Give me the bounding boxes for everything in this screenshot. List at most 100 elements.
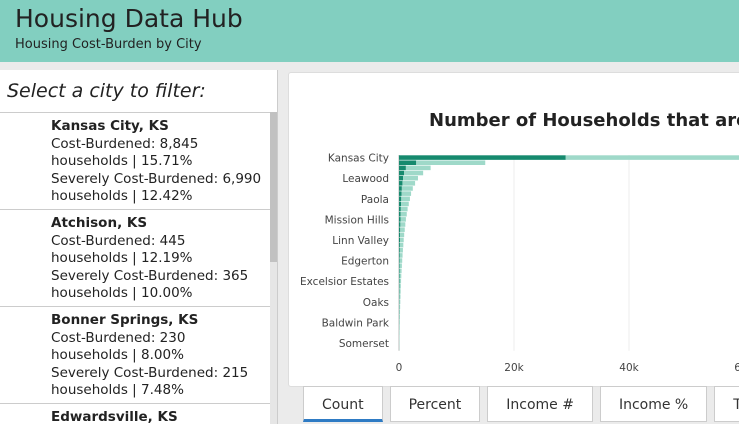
bar-segment (399, 227, 401, 232)
bar-segment (404, 170, 424, 176)
bar-segment (401, 186, 413, 191)
scroll-thumb[interactable] (270, 112, 277, 262)
chart-panel: Number of Households that are Co 0 20k 40k… (288, 72, 739, 387)
bar-segment (399, 248, 403, 253)
cost-burdened: Cost-Burdened: 8,845 households | 15.71% (51, 135, 199, 170)
bar-segment (399, 186, 402, 191)
bar-segment (416, 160, 486, 165)
bar-segment (401, 196, 410, 202)
bar-segment (399, 237, 401, 243)
bar-segment (399, 273, 402, 279)
filter-panel: Select a city to filter: Kansas City, KS… (0, 70, 278, 424)
y-tick-label: Paola (361, 194, 389, 206)
y-tick-label: Oaks (363, 297, 389, 309)
bar-segment (400, 206, 408, 212)
severely-burdened: Severely Cost-Burdened: 6,990 households… (51, 170, 262, 205)
bar-segment (399, 304, 401, 310)
filter-prompt: Select a city to filter: (7, 80, 206, 102)
city-item[interactable]: Edwardsville, KS (0, 404, 270, 424)
bar-segment (399, 191, 402, 196)
y-tick-label: Somerset (339, 338, 389, 350)
bar-segment (399, 196, 402, 202)
bar-segment (399, 309, 401, 315)
city-item[interactable]: Kansas City, KS Cost-Burdened: 8,845 hous… (0, 113, 270, 210)
bar-segment (399, 206, 401, 212)
header: Housing Data Hub Housing Cost-Burden by … (0, 0, 739, 62)
bar-segment (399, 268, 402, 274)
bar-segment (399, 253, 403, 258)
cost-burdened: Cost-Burdened: 230 households | 8.00% (51, 329, 186, 364)
chart-title: Number of Households that are Co (429, 110, 739, 131)
bar-segment (399, 211, 401, 217)
y-tick-label: Kansas City (328, 153, 389, 165)
bar-segment (399, 217, 401, 222)
city-list: Kansas City, KS Cost-Burdened: 8,845 hous… (0, 112, 270, 424)
bar-segment (399, 268, 400, 274)
bar-segment (399, 294, 401, 299)
bar-segment (399, 232, 401, 238)
bar-segment (403, 175, 418, 181)
city-item[interactable]: Atchison, KS Cost-Burdened: 445 household… (0, 210, 270, 307)
y-tick-label: Leawood (342, 173, 389, 185)
bar-segment (399, 165, 406, 171)
bar-segment (401, 201, 409, 207)
x-tick-label: 20k (504, 362, 524, 374)
y-tick-label: Mission Hills (325, 214, 389, 226)
severely-burdened: Severely Cost-Burdened: 365 households |… (51, 267, 249, 302)
app-title: Housing Data Hub (15, 4, 243, 33)
bar-segment (400, 222, 406, 227)
bar-segment (402, 181, 416, 186)
scrollbar[interactable] (270, 112, 277, 424)
y-tick-label: Excelsior Estates (300, 276, 389, 288)
x-tick-label: 60k (734, 362, 739, 374)
bar-segment (399, 258, 403, 263)
y-tick-label: Baldwin Park (322, 317, 390, 329)
bar-segment (399, 325, 400, 330)
cost-burdened: Cost-Burdened: 445 households | 12.19% (51, 232, 193, 267)
bar-segment (399, 263, 400, 268)
bar-segment (399, 278, 402, 284)
tab[interactable]: Count (303, 386, 383, 422)
bar-segment (399, 160, 417, 165)
bar-segment (399, 155, 566, 160)
severely-burdened: Severely Cost-Burdened: 215 households |… (51, 364, 249, 399)
bar-segment (401, 191, 412, 196)
bar-segment (399, 181, 403, 186)
bar-segment (399, 263, 402, 268)
bar-segment (400, 237, 404, 243)
bar-segment (399, 273, 400, 279)
tab[interactable]: Income % (599, 386, 708, 422)
city-name: Atchison, KS (51, 215, 148, 231)
city-name: Kansas City, KS (51, 118, 169, 134)
bar-segment (405, 165, 431, 171)
bar-segment (399, 284, 401, 289)
bar-segment (399, 314, 400, 320)
tab[interactable]: Income # (487, 386, 593, 422)
bar-segment (399, 258, 400, 263)
y-tick-label: Linn Valley (332, 235, 389, 247)
bar-segment (399, 242, 404, 248)
bar-segment (400, 227, 405, 232)
tab[interactable]: Tenure (714, 386, 739, 422)
tab[interactable]: Percent (389, 386, 481, 422)
bar-segment (399, 175, 404, 181)
y-tick-label: Edgerton (341, 256, 389, 268)
city-name: Bonner Springs, KS (51, 312, 199, 328)
bar-segment (400, 232, 405, 238)
city-item[interactable]: Bonner Springs, KS Cost-Burdened: 230 hou… (0, 307, 270, 404)
bar-segment (399, 289, 401, 294)
bar-segment (565, 155, 739, 160)
bar-segment (399, 299, 401, 305)
bar-segment (399, 320, 400, 325)
bar-segment (400, 217, 406, 222)
bar-segment (399, 242, 400, 248)
bar-segment (399, 201, 402, 207)
bar-segment (399, 222, 401, 227)
app-subtitle: Housing Cost-Burden by City (15, 37, 202, 52)
chart: Number of Households that are Co 0 20k 40k… (300, 110, 739, 374)
bar-segment (399, 253, 400, 258)
x-tick-label: 40k (619, 362, 639, 374)
x-tick-label: 0 (396, 362, 403, 374)
